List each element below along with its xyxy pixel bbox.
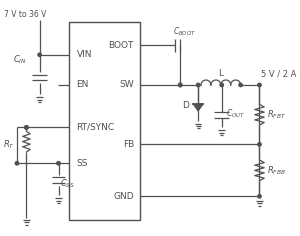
Circle shape xyxy=(239,83,242,87)
Bar xyxy=(69,22,140,220)
Polygon shape xyxy=(193,104,203,111)
Circle shape xyxy=(178,83,182,87)
Circle shape xyxy=(25,126,28,129)
Text: $R_{FBT}$: $R_{FBT}$ xyxy=(267,109,286,121)
Circle shape xyxy=(25,126,28,129)
Circle shape xyxy=(220,83,224,87)
Circle shape xyxy=(38,53,41,56)
Text: $C_{OUT}$: $C_{OUT}$ xyxy=(226,107,244,119)
Circle shape xyxy=(178,83,182,87)
Text: SW: SW xyxy=(119,80,134,89)
Circle shape xyxy=(258,143,261,146)
Circle shape xyxy=(15,162,19,165)
Text: SS: SS xyxy=(76,159,88,168)
Text: $C_{IN}$: $C_{IN}$ xyxy=(13,53,26,66)
Circle shape xyxy=(57,162,60,165)
Text: $C_{BOOT}$: $C_{BOOT}$ xyxy=(173,26,196,38)
Text: $R_{FBB}$: $R_{FBB}$ xyxy=(267,164,286,177)
Text: 7 V to 36 V: 7 V to 36 V xyxy=(4,10,46,19)
Circle shape xyxy=(258,83,261,87)
Text: D: D xyxy=(182,101,189,110)
Text: $C_{SS}$: $C_{SS}$ xyxy=(60,178,76,190)
Text: RT/SYNC: RT/SYNC xyxy=(76,123,115,132)
Text: VIN: VIN xyxy=(76,50,92,59)
Text: FB: FB xyxy=(123,140,134,149)
Circle shape xyxy=(196,83,200,87)
Text: L: L xyxy=(218,69,223,78)
Text: GND: GND xyxy=(113,192,134,201)
Text: BOOT: BOOT xyxy=(109,41,134,50)
Text: 5 V / 2 A: 5 V / 2 A xyxy=(261,69,297,78)
Text: $R_T$: $R_T$ xyxy=(3,138,15,151)
Text: EN: EN xyxy=(76,80,89,89)
Circle shape xyxy=(258,195,261,198)
